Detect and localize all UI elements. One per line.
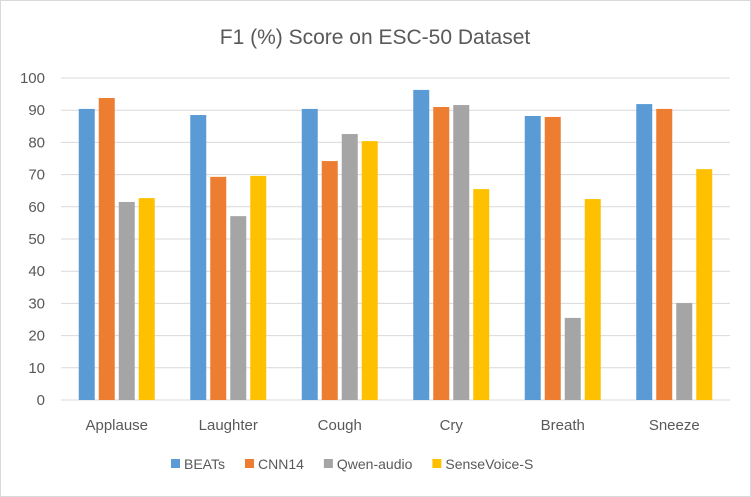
legend-item: BEATs [171,456,225,472]
bar-cnn14-applause [98,97,115,401]
bar-qwen-audio-cry [453,105,470,400]
bar-qwen-audio-sneeze [676,303,693,400]
bar-beats-cry [413,89,430,400]
y-tick-label: 80 [28,134,45,151]
bar-cnn14-cry [433,106,450,400]
bar-sensevoice-s-cry [473,189,490,400]
bar-sensevoice-s-cough [361,141,378,400]
legend-item: SenseVoice-S [432,456,533,472]
legend-swatch [171,459,180,468]
legend-label: SenseVoice-S [445,456,533,472]
bar-beats-breath [524,115,541,400]
y-tick-label: 60 [28,199,45,216]
legend-label: BEATs [184,456,225,472]
x-tick-label: Applause [85,417,148,434]
y-tick-label: 90 [28,102,45,119]
legend-item: Qwen-audio [323,456,413,472]
bar-cnn14-sneeze [656,108,673,401]
bar-sensevoice-s-breath [584,199,601,400]
legend-label: Qwen-audio [337,456,413,472]
bar-qwen-audio-cough [341,134,358,400]
chart-title: F1 (%) Score on ESC-50 Dataset [220,26,531,49]
legend-swatch [323,459,333,468]
bar-cnn14-laughter [210,176,227,400]
bar-qwen-audio-breath [564,317,581,400]
legend-item: CNN14 [244,456,304,472]
bar-qwen-audio-applause [118,201,135,400]
y-tick-label: 20 [28,328,45,345]
bar-beats-applause [78,108,95,401]
y-tick-label: 100 [20,70,45,87]
legend-swatch [244,459,254,468]
y-tick-label: 10 [28,360,45,377]
y-tick-label: 50 [28,231,45,248]
y-tick-label: 0 [37,392,45,409]
bar-beats-cough [301,108,318,401]
y-tick-label: 30 [28,295,45,312]
x-tick-label: Breath [541,417,585,434]
legend-label: CNN14 [258,456,304,472]
y-tick-label: 70 [28,167,45,184]
bar-cnn14-breath [544,116,561,400]
x-tick-label: Sneeze [649,417,700,434]
bar-cnn14-cough [321,161,338,400]
bar-sensevoice-s-applause [138,198,155,400]
bar-qwen-audio-laughter [230,216,247,400]
bar-sensevoice-s-laughter [250,175,267,400]
x-tick-label: Laughter [199,417,258,434]
legend-swatch [432,459,442,468]
bar-beats-sneeze [636,104,653,400]
x-tick-label: Cough [318,417,362,434]
y-tick-label: 40 [28,263,45,280]
bar-beats-laughter [190,115,207,400]
bar-sensevoice-s-sneeze [696,169,713,400]
x-tick-label: Cry [440,417,464,434]
